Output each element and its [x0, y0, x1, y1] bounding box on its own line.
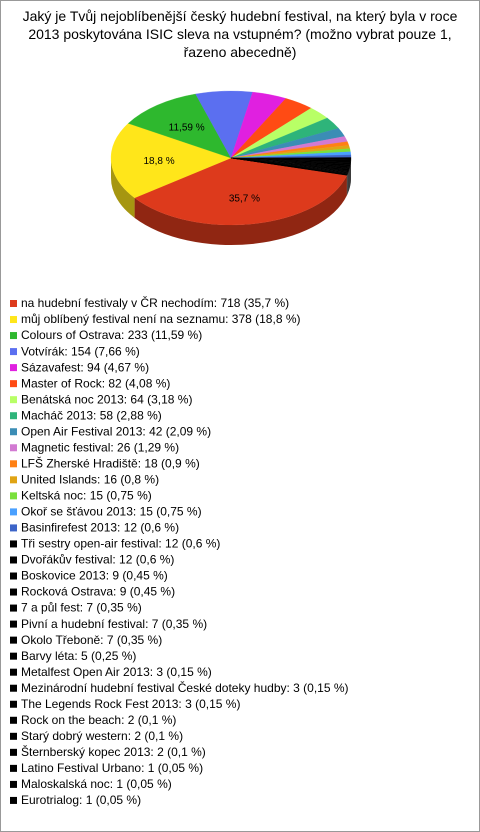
legend-swatch	[10, 396, 17, 404]
legend-swatch	[10, 588, 17, 596]
legend-label: Pivní a hudební festival: 7 (0,35 %)	[21, 617, 207, 631]
legend-label: Benátská noc 2013: 64 (3,18 %)	[21, 392, 192, 406]
legend-label: Latino Festival Urbano: 1 (0,05 %)	[21, 761, 203, 775]
legend-swatch	[10, 460, 17, 468]
legend-label: Sázavafest: 94 (4,67 %)	[21, 360, 149, 374]
legend-swatch	[10, 780, 17, 788]
legend-label: můj oblíbený festival není na seznamu: 3…	[21, 312, 301, 326]
legend-swatch	[10, 652, 17, 660]
legend-label: Master of Rock: 82 (4,08 %)	[21, 376, 170, 390]
legend-swatch	[10, 540, 17, 548]
legend-swatch	[10, 732, 17, 740]
legend-swatch	[10, 412, 17, 420]
slice	[110, 123, 232, 199]
legend-label: Macháč 2013: 58 (2,88 %)	[21, 408, 162, 422]
legend-label: Basinfirefest 2013: 12 (0,6 %)	[21, 521, 179, 535]
legend-label: na hudební festivaly v ČR nechodím: 718 …	[21, 295, 289, 310]
slice	[127, 93, 232, 159]
slice	[134, 157, 348, 226]
legend-label: Dvořákův festival: 12 (0,6 %)	[21, 553, 174, 567]
legend-swatch	[10, 444, 17, 452]
legend-swatch	[10, 332, 17, 340]
legend-label: Starý dobrý western: 2 (0,1 %)	[21, 729, 183, 743]
legend-label: Mezinárodní hudební festival České dotek…	[21, 680, 349, 695]
legend-label: Votvírák: 154 (7,66 %)	[21, 344, 140, 358]
value-label: 18,8 %	[144, 156, 175, 167]
legend-swatch	[10, 316, 17, 324]
legend-swatch	[10, 764, 17, 772]
legend-label: Tři sestry open-air festival: 12 (0,6 %)	[21, 537, 220, 551]
legend-swatch	[10, 716, 17, 724]
legend-label: Maloskalská noc: 1 (0,05 %)	[21, 777, 172, 791]
legend-label: Keltská noc: 15 (0,75 %)	[21, 489, 152, 503]
legend-swatch	[10, 636, 17, 644]
legend-swatch	[10, 556, 17, 564]
legend-label: Boskovice 2013: 9 (0,45 %)	[21, 569, 168, 583]
legend-swatch	[10, 492, 17, 500]
legend-swatch	[10, 508, 17, 516]
legend-swatch	[10, 572, 17, 580]
slice-side	[111, 158, 135, 218]
legend-swatch	[10, 684, 17, 692]
legend-swatch	[10, 364, 17, 372]
legend-label: Okolo Třeboně: 7 (0,35 %)	[21, 633, 162, 647]
legend-label: Metalfest Open Air 2013: 3 (0,15 %)	[21, 665, 212, 679]
chart-title: Jaký je Tvůj nejoblíbenější český hudebn…	[22, 8, 458, 60]
legend-label: LFŠ Zherské Hradiště: 18 (0,9 %)	[21, 455, 200, 470]
legend-swatch	[10, 620, 17, 628]
slice	[230, 157, 348, 176]
legend-swatch	[10, 476, 17, 484]
legend-label: Rocková Ostrava: 9 (0,45 %)	[21, 585, 175, 599]
legend-label: Open Air Festival 2013: 42 (2,09 %)	[21, 424, 211, 438]
legend-swatch	[10, 668, 17, 676]
legend-label: United Islands: 16 (0,8 %)	[21, 473, 159, 487]
slice-side	[134, 175, 347, 245]
legend-label: The Legends Rock Fest 2013: 3 (0,15 %)	[21, 697, 240, 711]
legend-swatch	[10, 524, 17, 532]
legend-label: 7 a půl fest: 7 (0,35 %)	[21, 601, 142, 615]
legend-label: Barvy léta: 5 (0,25 %)	[21, 649, 136, 663]
legend-label: Okoř se šťávou 2013: 15 (0,75 %)	[21, 505, 202, 519]
legend-swatch	[10, 748, 17, 756]
legend-swatch	[10, 428, 17, 436]
value-label: 11,59 %	[169, 122, 205, 133]
legend-label: Colours of Ostrava: 233 (11,59 %)	[21, 328, 202, 342]
legend-swatch	[10, 604, 17, 612]
legend-swatch	[10, 796, 17, 804]
legend-swatch	[10, 700, 17, 708]
legend-label: Šternberský kopec 2013: 2 (0,1 %)	[21, 744, 206, 759]
value-label: 35,7 %	[229, 193, 260, 204]
legend-swatch	[10, 380, 17, 388]
legend-swatch	[10, 348, 17, 356]
legend-label: Rock on the beach: 2 (0,1 %)	[21, 713, 176, 727]
legend-swatch	[10, 300, 17, 307]
legend-label: Magnetic festival: 26 (1,29 %)	[21, 440, 179, 454]
legend-label: Eurotrialog: 1 (0,05 %)	[21, 793, 141, 807]
